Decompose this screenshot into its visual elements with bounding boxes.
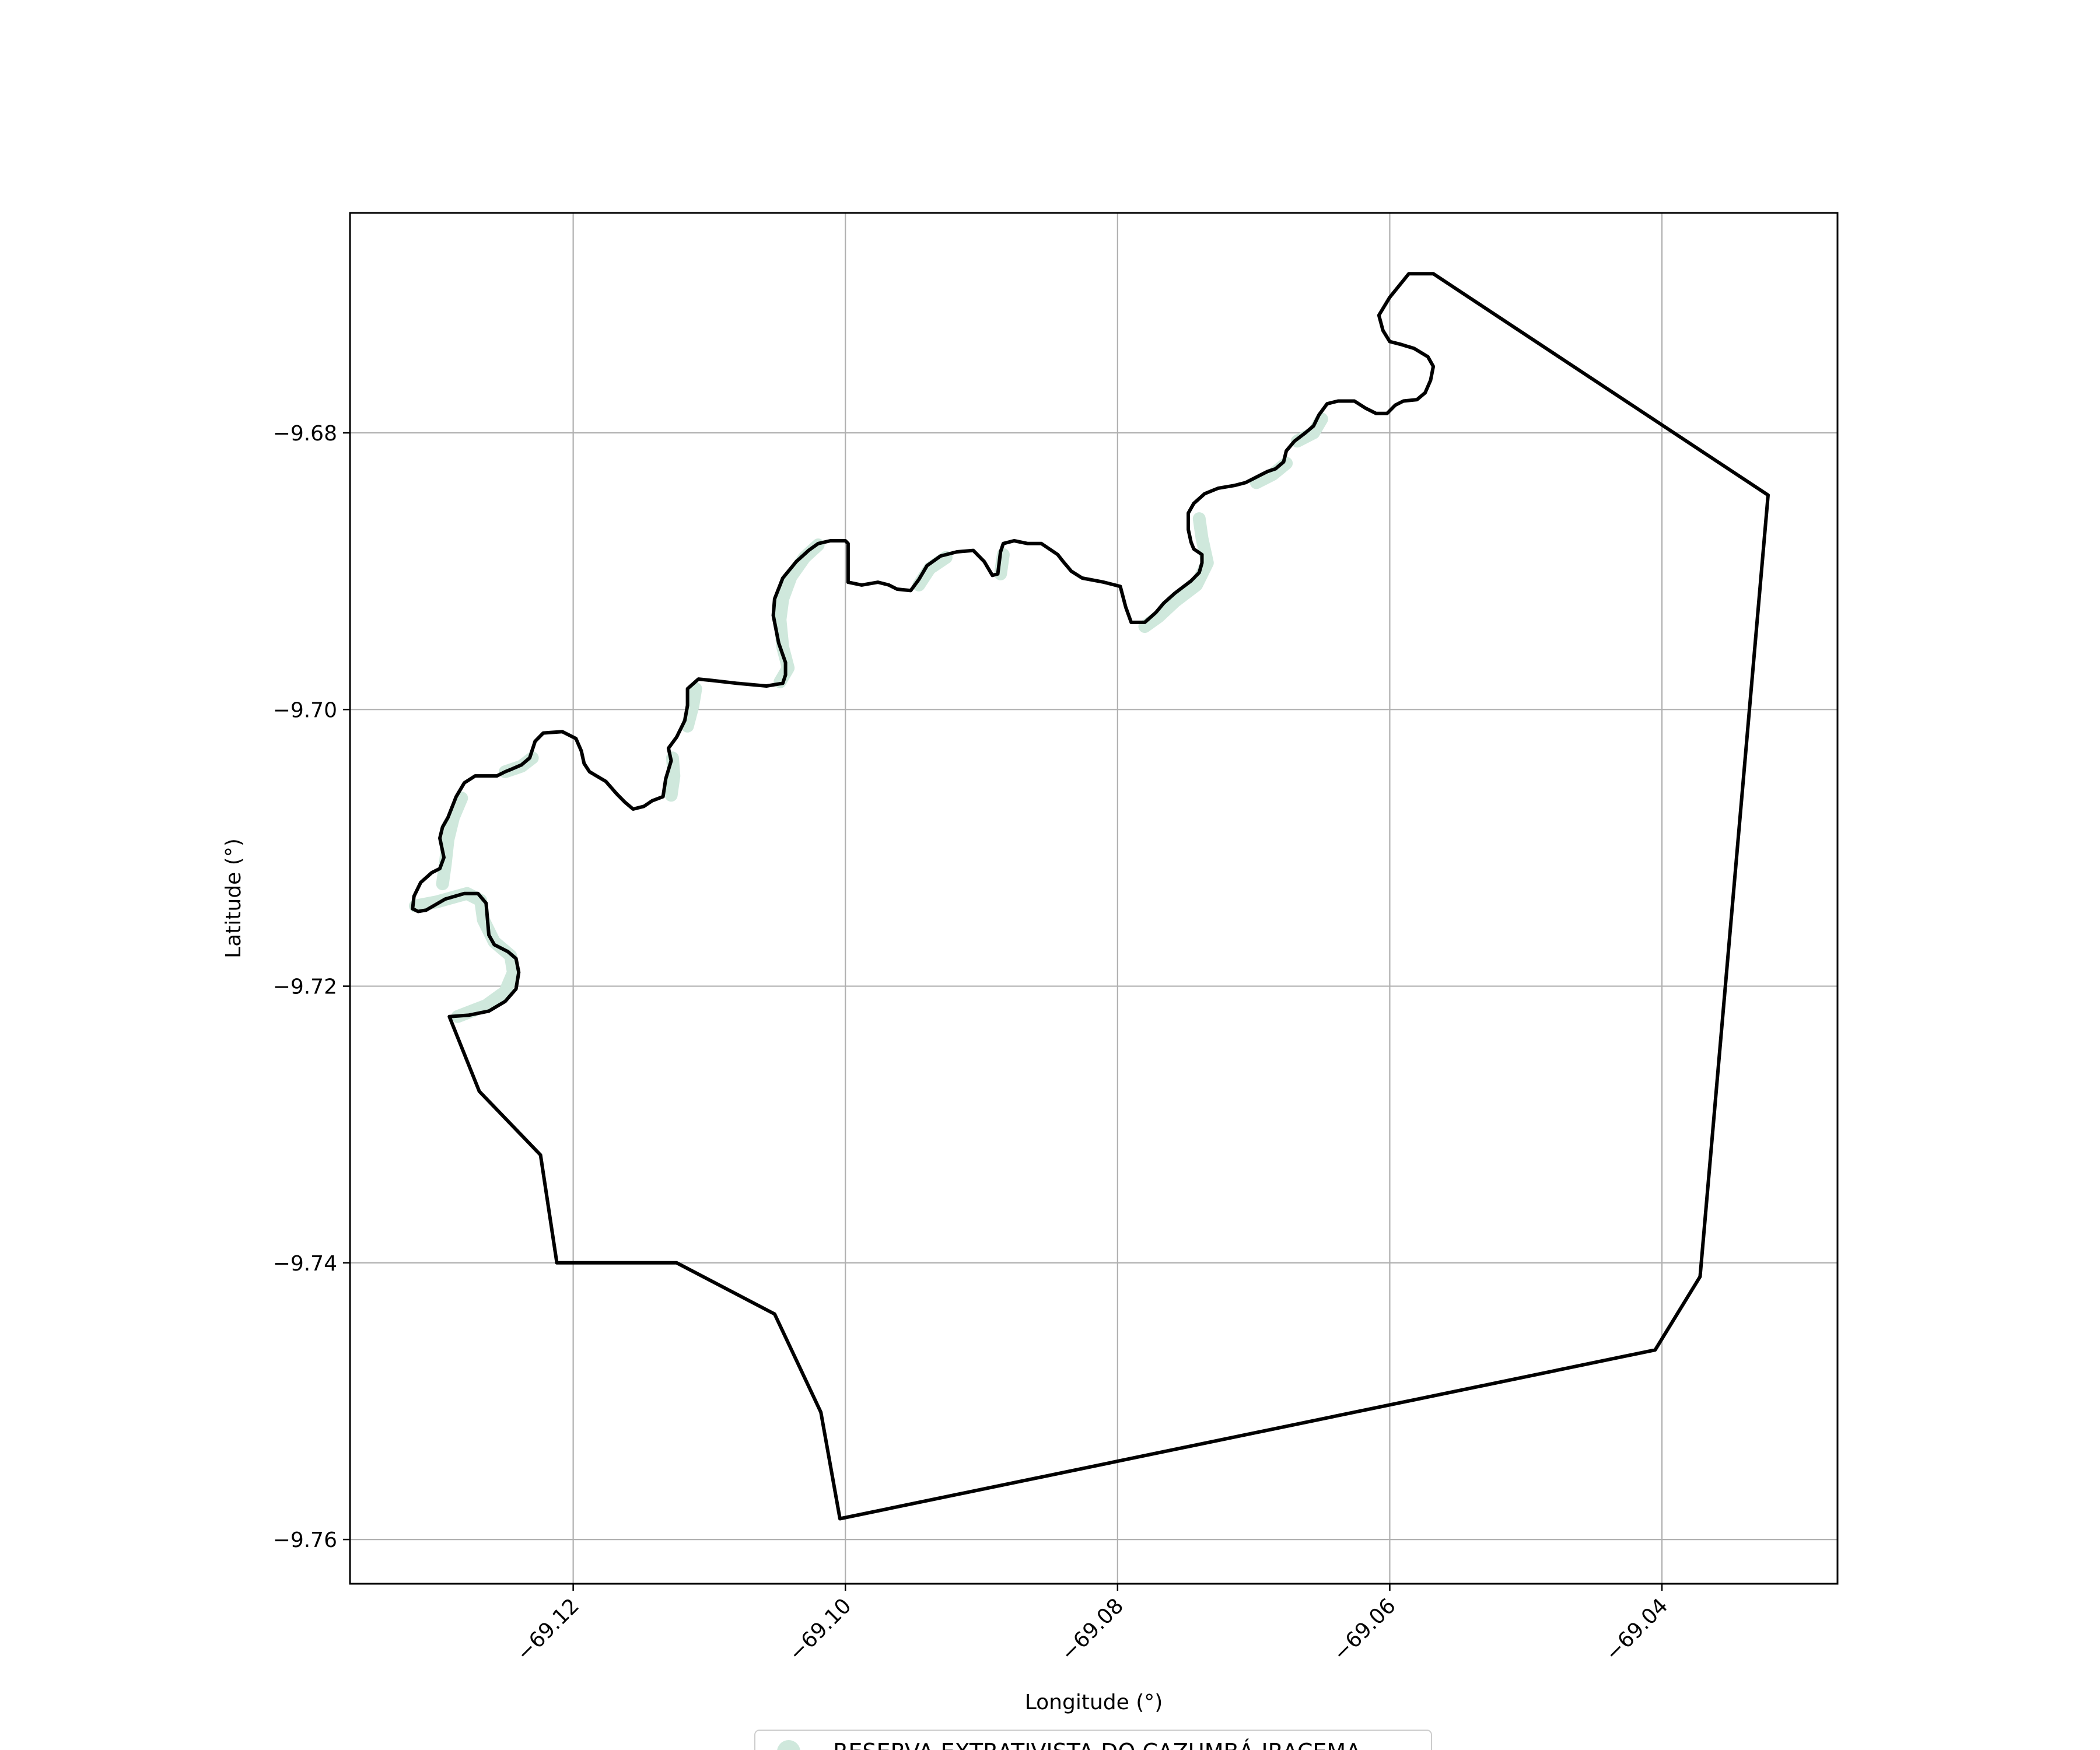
y-tick-label: −9.70 xyxy=(273,698,337,722)
reserve-boundary xyxy=(411,272,1770,1521)
reserve-shoreline-patch xyxy=(994,548,1010,580)
x-axis-label: Longitude (°) xyxy=(1025,1690,1163,1714)
reserve-shoreline-patch xyxy=(1290,412,1328,448)
reserve-shoreline-patch xyxy=(1250,457,1293,489)
boundary-layer xyxy=(411,272,1770,1521)
plot-frame xyxy=(349,212,1839,1585)
reserve-shoreline-patch xyxy=(664,751,681,802)
reserve-shoreline-patch xyxy=(912,551,953,592)
legend-box xyxy=(754,1730,1432,1750)
reserve-shoreline-patch xyxy=(681,682,702,733)
grid-layer xyxy=(350,213,1838,1584)
y-tick-label: −9.68 xyxy=(273,422,337,446)
reserve-shoreline-patch xyxy=(774,538,825,688)
y-axis-label: Latitude (°) xyxy=(222,838,246,958)
y-tick-label: −9.74 xyxy=(273,1252,337,1276)
legend-marker xyxy=(777,1740,800,1750)
legend-label: RESERVA EXTRATIVISTA DO CAZUMBÁ-IRACEMA xyxy=(833,1739,1361,1750)
reserve-shoreline-patch xyxy=(436,792,468,891)
y-tick-label: −9.72 xyxy=(273,975,337,999)
y-tick-label: −9.76 xyxy=(273,1528,337,1552)
reserve-shoreline-patch xyxy=(1138,512,1214,633)
legend: RESERVA EXTRATIVISTA DO CAZUMBÁ-IRACEMA xyxy=(754,1730,1432,1750)
